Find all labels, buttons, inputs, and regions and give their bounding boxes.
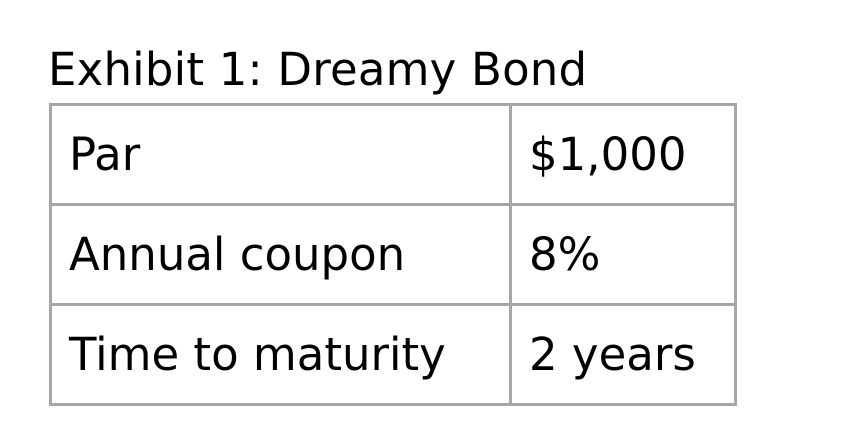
- time-to-maturity-label: Time to maturity: [49, 303, 512, 406]
- exhibit-title: Exhibit 1: Dreamy Bond: [48, 43, 588, 96]
- annual-coupon-label: Annual coupon: [49, 203, 512, 306]
- table-row-par: Par $1,000: [49, 103, 737, 206]
- bond-table: Par $1,000 Annual coupon 8% Time to matu…: [49, 103, 737, 406]
- annual-coupon-value: 8%: [509, 203, 737, 306]
- par-value: $1,000: [509, 103, 737, 206]
- par-label: Par: [49, 103, 512, 206]
- table-row-time-to-maturity: Time to maturity 2 years: [49, 303, 737, 406]
- time-to-maturity-value: 2 years: [509, 303, 737, 406]
- table-row-annual-coupon: Annual coupon 8%: [49, 203, 737, 306]
